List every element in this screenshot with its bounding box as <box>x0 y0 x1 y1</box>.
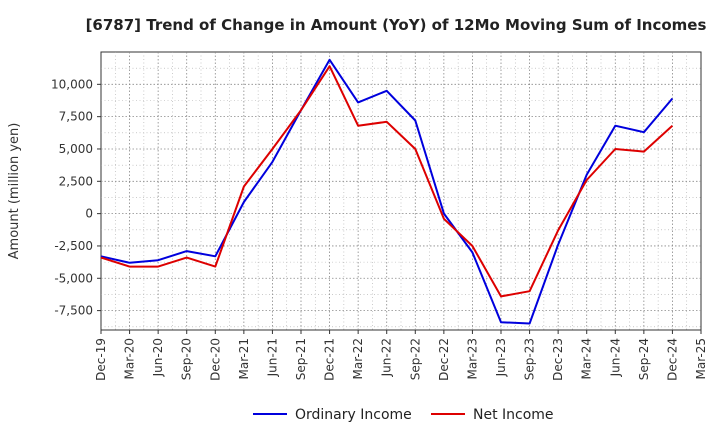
x-tick-label: Sep-21 <box>294 338 308 380</box>
x-tick-label: Sep-23 <box>523 338 537 380</box>
x-tick-label: Mar-20 <box>123 338 137 379</box>
series-group <box>100 58 674 325</box>
y-axis-label: Amount (million yen) <box>7 123 22 260</box>
x-tick-label: Dec-22 <box>437 338 451 381</box>
y-tick-label: -2,500 <box>54 239 93 253</box>
y-tick-label: -5,000 <box>54 271 93 285</box>
legend: Ordinary Income Net Income <box>253 407 554 423</box>
x-tick-label: Mar-21 <box>237 338 251 379</box>
x-axis-ticks: Dec-19 Mar-20 Jun-20 Sep-20 Dec-20 Mar-21 Jun-… <box>94 330 708 381</box>
legend-label: Ordinary Income <box>295 407 412 423</box>
x-tick-label: Jun-22 <box>380 338 394 377</box>
x-tick-label: Dec-23 <box>551 338 565 381</box>
x-tick-label: Dec-20 <box>208 338 222 381</box>
x-tick-label: Jun-21 <box>265 338 279 377</box>
y-axis-ticks: -7,500 -5,000 -2,500 0 2,500 5,000 7,500 10,000 <box>51 77 101 318</box>
y-tick-label: 0 <box>85 207 93 221</box>
x-tick-label: Jun-23 <box>494 338 508 377</box>
x-tick-label: Jun-20 <box>151 338 165 377</box>
x-tick-label: Dec-19 <box>94 338 108 381</box>
grid-lines <box>101 52 701 330</box>
x-tick-label: Mar-25 <box>694 338 708 379</box>
x-tick-label: Sep-24 <box>637 338 651 380</box>
y-tick-label: 7,500 <box>59 110 93 124</box>
x-tick-label: Jun-24 <box>608 338 622 377</box>
x-tick-label: Mar-22 <box>351 338 365 379</box>
x-tick-label: Dec-21 <box>323 338 337 381</box>
plot-area <box>100 51 702 331</box>
x-tick-label: Sep-20 <box>180 338 194 380</box>
plot-frame <box>100 51 702 331</box>
x-tick-label: Sep-22 <box>408 338 422 380</box>
x-tick-label: Mar-23 <box>465 338 479 379</box>
y-tick-label: -7,500 <box>54 304 93 318</box>
x-tick-label: Mar-24 <box>580 338 594 379</box>
y-tick-label: 10,000 <box>51 77 93 91</box>
chart-title: [6787] Trend of Change in Amount (YoY) o… <box>86 16 707 34</box>
x-tick-label: Dec-24 <box>665 338 679 381</box>
y-tick-label: 2,500 <box>59 174 93 188</box>
legend-label: Net Income <box>473 407 554 423</box>
series-line <box>100 65 674 298</box>
y-tick-label: 5,000 <box>59 142 93 156</box>
